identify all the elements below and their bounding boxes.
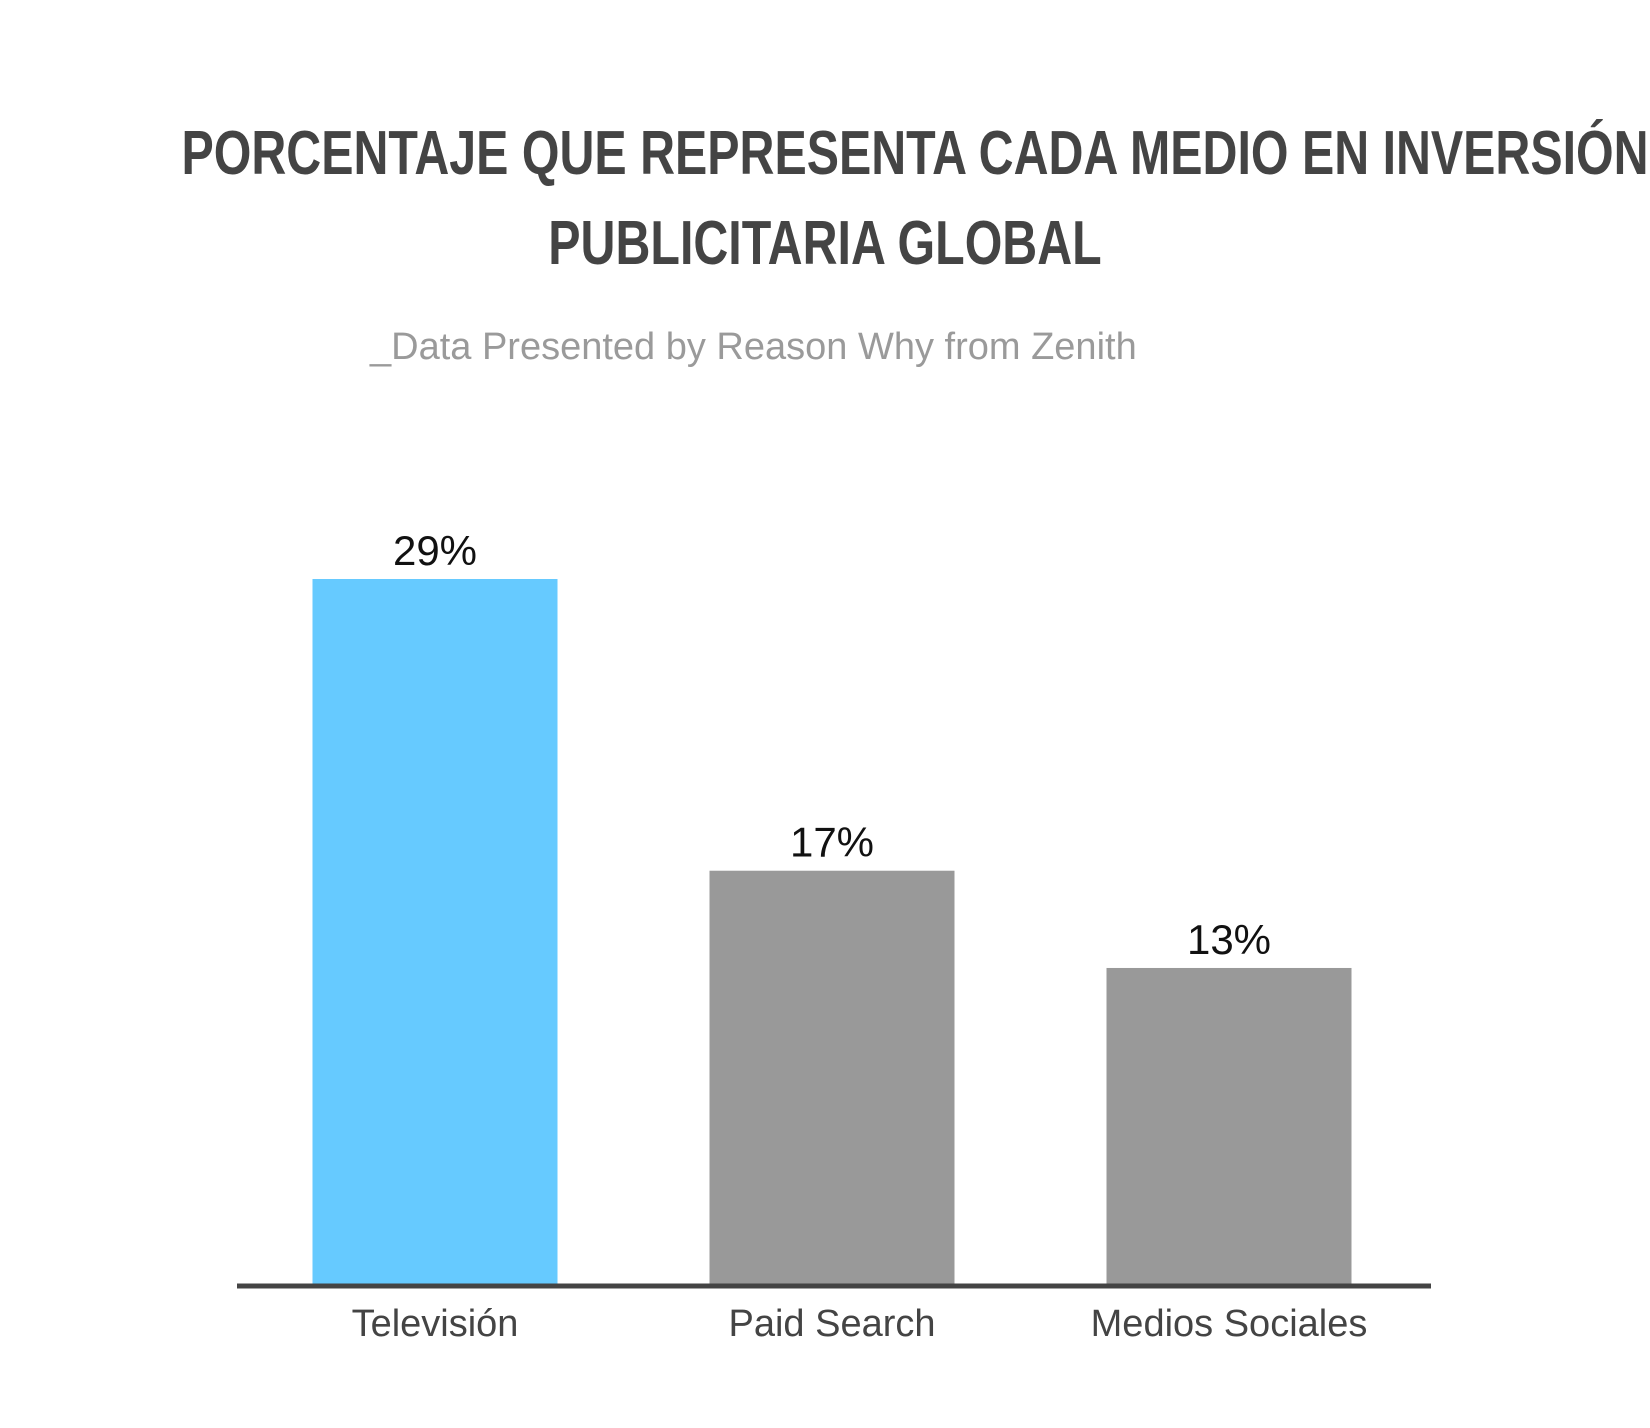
value-labels-layer: 29% 17% 13% xyxy=(393,527,1271,963)
chart-subtitle: _Data Presented by Reason Why from Zenit… xyxy=(370,326,1137,368)
category-labels-layer: Televisión Paid Search Medios Sociales xyxy=(352,1303,1368,1345)
chart-title-line-2: PUBLICITARIA GLOBAL xyxy=(548,209,1102,278)
category-label-2: Paid Search xyxy=(728,1303,935,1345)
category-label-1: Televisión xyxy=(352,1303,519,1345)
data-label-2: 17% xyxy=(790,819,874,866)
data-label-1: 29% xyxy=(393,527,477,574)
bar-2 xyxy=(709,870,955,1284)
data-label-3: 13% xyxy=(1187,916,1271,963)
category-label-3: Medios Sociales xyxy=(1091,1303,1368,1345)
chart-title-line-1: PORCENTAJE QUE REPRESENTA CADA MEDIO EN … xyxy=(181,119,1649,188)
bars-layer xyxy=(312,579,1352,1284)
bar-1 xyxy=(312,579,558,1284)
bar-3 xyxy=(1106,967,1352,1284)
